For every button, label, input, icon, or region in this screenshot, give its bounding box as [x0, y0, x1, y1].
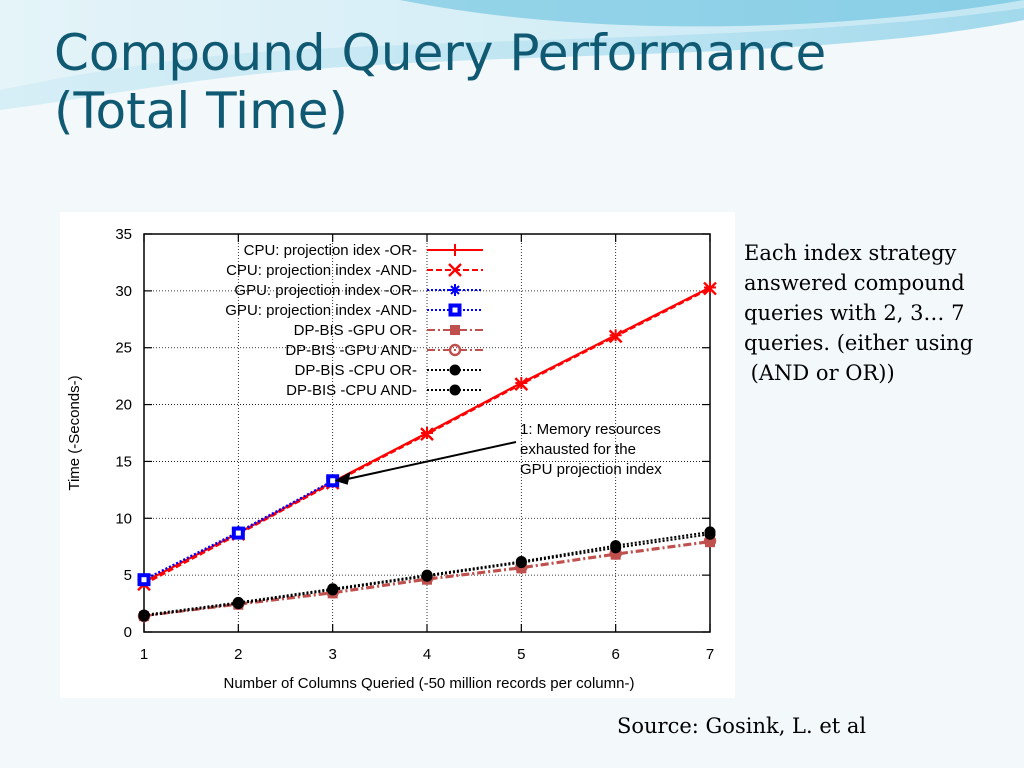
- legend-label: CPU: projection index -AND-: [226, 262, 417, 279]
- note-line: (AND or OR)): [744, 361, 895, 385]
- legend-label: DP-BIS -CPU AND-: [286, 382, 417, 399]
- performance-chart: 0 5 10 15 20 25 30 35 1 2 3 4 5 6 7 Number of Columns Q…: [66, 226, 717, 692]
- x-tick-label: 2: [234, 646, 242, 663]
- source-citation: Source: Gosink, L. et al: [617, 714, 867, 738]
- y-tick-label: 30: [115, 283, 132, 300]
- series-line-6: [143, 540, 711, 618]
- series-2-point: [703, 281, 717, 296]
- y-tick-label: 5: [124, 567, 132, 584]
- series-8-point: [704, 528, 716, 540]
- y-tick-label: 0: [124, 624, 132, 641]
- legend-marker: [448, 343, 462, 357]
- legend-label: GPU: projection index -AND-: [225, 302, 417, 319]
- legend-marker: [448, 263, 462, 277]
- x-tick-label: 3: [328, 646, 336, 663]
- annotation-arrowhead: [334, 471, 351, 485]
- x-tick-label: 5: [517, 646, 525, 663]
- series-5-point: [516, 563, 527, 574]
- legend-marker: [450, 325, 460, 335]
- x-tick-label: 4: [423, 646, 431, 663]
- y-tick-label: 10: [115, 510, 132, 527]
- legend-label: DP-BIS -CPU OR-: [294, 362, 417, 379]
- series-8-point: [610, 542, 622, 554]
- y-tick-label: 20: [115, 397, 132, 414]
- background-wave: [0, 0, 1024, 110]
- series-4-point: [231, 526, 245, 540]
- x-tick-label: 6: [611, 646, 619, 663]
- title-line-2: (Total Time): [54, 82, 349, 140]
- series-5-point: [705, 537, 715, 548]
- legend-label: DP-BIS -GPU AND-: [285, 342, 417, 359]
- slide-title: Compound Query Performance (Total Time): [54, 24, 954, 140]
- legend-label: CPU: projection idex -OR-: [244, 242, 417, 259]
- legend-marker: [448, 303, 462, 317]
- note-line: queries with 2, 3… 7: [744, 301, 965, 325]
- series-5-point: [610, 549, 621, 560]
- y-tick-label: 25: [115, 340, 132, 357]
- series-8-point: [327, 584, 339, 596]
- y-tick-label: 15: [115, 453, 132, 470]
- side-note: Each index strategy answered compound qu…: [744, 238, 1014, 388]
- title-line-1: Compound Query Performance: [54, 24, 827, 82]
- annotation-text: GPU projection index: [520, 461, 662, 478]
- series-8-point: [421, 570, 433, 582]
- series-8-point: [515, 557, 527, 569]
- series-2-point: [608, 329, 623, 344]
- x-tick-label: 7: [706, 646, 714, 663]
- y-axis-label: Time (-Seconds-): [66, 375, 83, 490]
- series-2-point: [514, 377, 529, 391]
- note-line: queries. (either using: [744, 331, 974, 355]
- annotation-text: exhausted for the: [520, 441, 636, 458]
- note-line: Each index strategy: [744, 241, 957, 265]
- note-line: answered compound: [744, 271, 965, 295]
- y-tick-label: 35: [115, 226, 132, 243]
- series-8-point: [232, 598, 244, 610]
- series-4-point: [137, 573, 151, 587]
- series-8-point: [138, 610, 150, 622]
- legend-label: GPU: projection index -OR-: [234, 282, 417, 299]
- legend-label: DP-BIS -GPU OR-: [294, 322, 417, 339]
- legend-marker: [449, 364, 461, 376]
- legend-marker: [449, 284, 461, 296]
- x-tick-label: 1: [140, 646, 148, 663]
- x-axis-label: Number of Columns Queried (-50 million r…: [224, 675, 635, 692]
- series-2-point: [420, 427, 434, 441]
- legend-marker: [449, 244, 461, 256]
- annotation-arrow-line: [348, 441, 517, 480]
- legend-marker: [449, 384, 461, 396]
- chart-image: 0 5 10 15 20 25 30 35 1 2 3 4 5 6 7 Number of Columns Q…: [60, 212, 735, 698]
- annotation-text: 1: Memory resources: [520, 421, 661, 438]
